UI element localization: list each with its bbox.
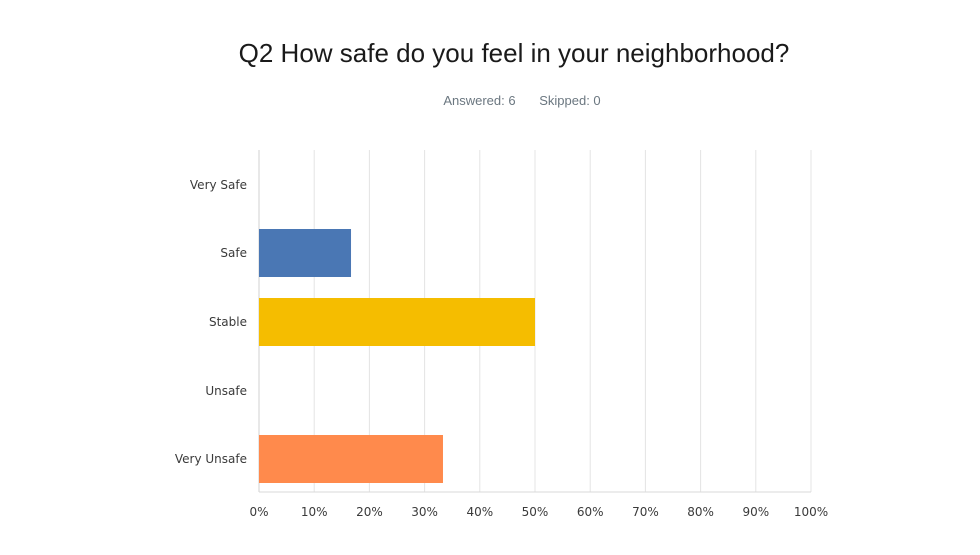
x-tick-label: 0% [249,505,268,519]
answered-count: Answered: 6 [443,93,516,108]
x-tick-label: 80% [687,505,714,519]
category-label: Safe [220,246,247,260]
x-tick-label: 100% [794,505,828,519]
chart-title: Q2 How safe do you feel in your neighbor… [238,38,790,68]
x-tick-label: 20% [356,505,383,519]
bar-safe [259,229,352,277]
x-tick-label: 60% [577,505,604,519]
category-label: Unsafe [205,384,247,398]
skipped-count: Skipped: 0 [539,93,601,108]
x-tick-label: 10% [301,505,328,519]
category-label: Very Unsafe [175,452,247,466]
x-tick-label: 70% [632,505,659,519]
x-tick-label: 40% [466,505,493,519]
category-label: Stable [209,315,247,329]
bar-very-unsafe [259,435,443,483]
category-label: Very Safe [190,178,247,192]
x-tick-label: 90% [742,505,769,519]
response-stats: Answered: 6 Skipped: 0 [0,93,980,108]
x-tick-label: 50% [522,505,549,519]
bar-stable [259,298,535,346]
x-tick-label: 30% [411,505,438,519]
